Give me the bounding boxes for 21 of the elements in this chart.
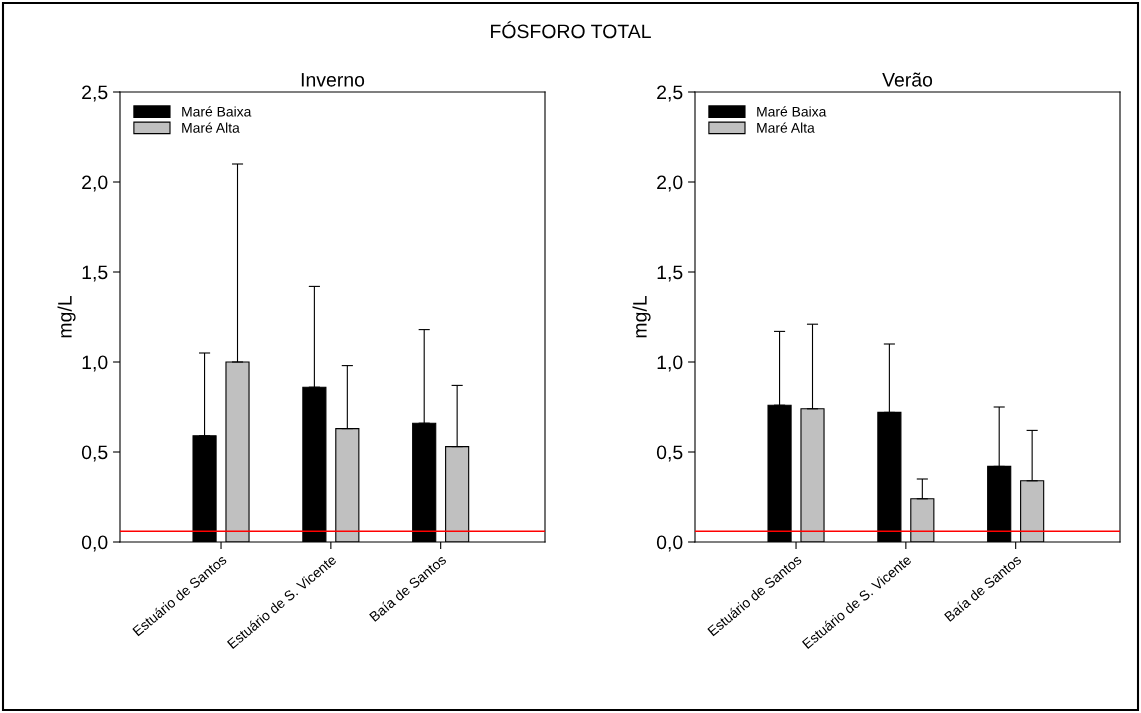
y-axis-title: mg/L xyxy=(632,296,651,338)
legend-label: Maré Alta xyxy=(182,122,240,133)
y-tick-label: 2,5 xyxy=(657,85,683,102)
y-tick-label: 2,0 xyxy=(82,175,108,192)
y-axis-title: mg/L xyxy=(57,296,76,338)
y-tick-label: 0,0 xyxy=(81,535,108,552)
legend-label: Maré Alta xyxy=(757,122,815,133)
y-tick-label: 1,0 xyxy=(657,355,683,372)
y-tick-label: 0,0 xyxy=(656,535,683,552)
chart-title: Inverno xyxy=(301,73,365,87)
legend-label: Maré Baixa xyxy=(757,106,827,117)
chart-title: Verão xyxy=(882,72,933,87)
y-tick-label: 0,5 xyxy=(81,445,108,462)
y-tick-label: 1,0 xyxy=(82,355,108,372)
legend-label: Maré Baixa xyxy=(182,106,252,117)
y-tick-label: 0,5 xyxy=(656,445,683,462)
y-tick-label: 2,5 xyxy=(82,85,108,102)
y-tick-label: 1,5 xyxy=(82,265,108,282)
y-tick-label: 1,5 xyxy=(657,265,683,282)
y-tick-label: 2,0 xyxy=(657,175,683,192)
text: FÓSFORO TOTAL xyxy=(491,21,651,39)
